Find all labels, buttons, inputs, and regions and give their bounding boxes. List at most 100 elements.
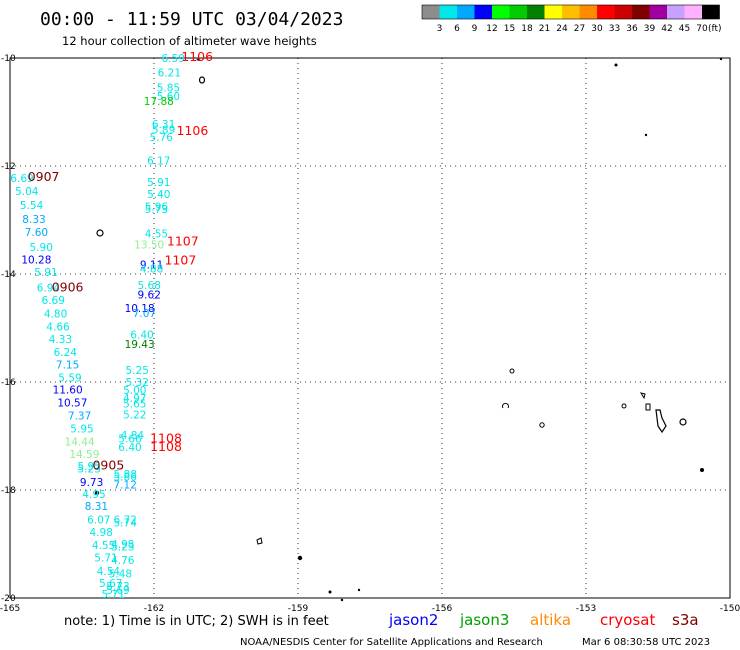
wave-height-value: 10.28	[21, 254, 51, 266]
wave-height-value: 5.66	[118, 434, 142, 446]
island-shape	[340, 598, 344, 602]
legend-swatch	[667, 5, 685, 19]
wave-height-value: 5.69	[106, 585, 129, 597]
lon-tick-label: -165	[0, 604, 20, 614]
wave-height-value: 5.91	[34, 267, 57, 279]
wave-height-value: 7.07	[133, 308, 156, 320]
legend-label: 3	[437, 24, 443, 34]
legend-label: 21	[539, 24, 550, 34]
satellite-jason2: jason2	[388, 611, 438, 629]
island-shape	[719, 57, 723, 61]
pass-time-label: 0906	[52, 280, 84, 295]
wave-height-value: 5.54	[20, 200, 44, 212]
wave-height-value: 6.21	[158, 68, 181, 80]
wave-height-value: 4.84	[121, 430, 145, 442]
wave-height-value: 5.91	[147, 177, 170, 189]
pass-time-label: 0905	[92, 458, 124, 473]
wave-height-value: 5.73	[145, 204, 168, 216]
wave-height-value: 7.37	[68, 410, 91, 422]
legend-label: 6	[454, 24, 460, 34]
island-shape	[655, 409, 667, 434]
wave-height-value: 8.33	[22, 214, 45, 226]
wave-height-value: 4.95	[82, 489, 105, 501]
wave-height-value: 6.24	[54, 347, 78, 359]
wave-height-value: 4.88	[140, 264, 163, 276]
wave-height-value: 10.18	[125, 303, 155, 315]
lat-tick-label: -14	[1, 270, 16, 280]
wave-height-value: 5.86	[114, 472, 138, 484]
island-shape	[614, 63, 618, 67]
wave-height-value: 5.48	[109, 569, 132, 581]
wave-height-value: 9.73	[80, 477, 103, 489]
legend-frame	[421, 4, 720, 20]
pass-time-label: 1107	[164, 253, 196, 268]
island-shape	[94, 490, 100, 496]
island-shape	[198, 76, 206, 84]
wave-height-value: 5.04	[15, 186, 39, 198]
pass-time-label: 1108	[150, 439, 182, 454]
satellite-jason3: jason3	[459, 611, 509, 629]
pass-time-label: 1108	[150, 431, 182, 446]
lon-tick-label: -153	[576, 604, 596, 614]
wave-height-value: 19.43	[125, 339, 155, 351]
wave-height-value: 6.59	[162, 53, 185, 65]
lat-tick-label: -16	[1, 378, 16, 388]
wave-height-value: 5.22	[123, 409, 146, 421]
satellite-s3a: s3a	[672, 611, 699, 629]
wave-height-value: 4.33	[49, 334, 72, 346]
legend-swatch	[492, 5, 510, 19]
wave-height-value: 6.07	[87, 515, 110, 527]
wave-height-value: 4.54	[97, 566, 121, 578]
island-shape	[621, 403, 627, 409]
map-frame	[9, 57, 731, 599]
lat-tick-label: -18	[1, 486, 16, 496]
satellite-legend: jason2 jason3 altika cryosat s3a	[388, 611, 699, 629]
legend-label: 9	[472, 24, 478, 34]
wave-height-value: 4.66	[46, 321, 70, 333]
island-outlines	[94, 57, 723, 602]
wave-height-value: 14.59	[69, 449, 99, 461]
legend-label: 12	[486, 24, 497, 34]
wave-height-value: 5.23	[111, 542, 134, 554]
wave-height-value: 7.15	[56, 360, 79, 372]
legend-swatch	[439, 5, 457, 19]
wave-height-value: 5.23	[78, 463, 101, 475]
wave-height-value: 5.96	[145, 202, 169, 214]
wave-height-value: 4.55	[92, 540, 115, 552]
lon-tick-label: -156	[432, 604, 453, 614]
legend-label: 27	[574, 24, 585, 34]
wave-height-value: 4.98	[90, 527, 113, 539]
island-shape	[328, 590, 332, 594]
pass-time-label: 1106	[181, 49, 213, 64]
island-shape	[357, 588, 361, 592]
wave-height-value: 6.40	[130, 329, 153, 341]
wave-height-value: 5.74	[114, 517, 138, 529]
wave-height-value: 5.65	[123, 399, 146, 411]
pass-time-label: 1107	[167, 234, 199, 249]
legend-label: 36	[626, 24, 638, 34]
legend-label: 33	[609, 24, 620, 34]
legend-swatch	[509, 5, 527, 19]
satellite-altika: altika	[530, 611, 571, 629]
wave-height-value: 5.60	[157, 91, 180, 103]
wave-height-value: 14.44	[65, 436, 95, 448]
wave-height-value: 5.00	[123, 385, 146, 397]
pass-time-label: 0907	[28, 169, 60, 184]
legend-label: 39	[644, 24, 656, 34]
wave-height-value: 5.89	[152, 124, 175, 136]
legend-label: 70	[696, 24, 708, 34]
legend-swatch	[544, 5, 562, 19]
legend-swatch	[632, 5, 650, 19]
wave-height-value: 5.90	[30, 242, 53, 254]
island-shape	[502, 402, 509, 409]
wave-height-value: 5.85	[157, 83, 180, 95]
legend-swatch	[457, 5, 475, 19]
legend-swatch	[474, 5, 492, 19]
legend-label: 15	[504, 24, 515, 34]
island-shape	[539, 422, 545, 428]
wave-height-value: 5.76	[150, 132, 174, 144]
page-title: 00:00 - 11:59 UTC 03/04/2023	[40, 9, 343, 30]
wave-height-value: 11.60	[53, 385, 83, 397]
